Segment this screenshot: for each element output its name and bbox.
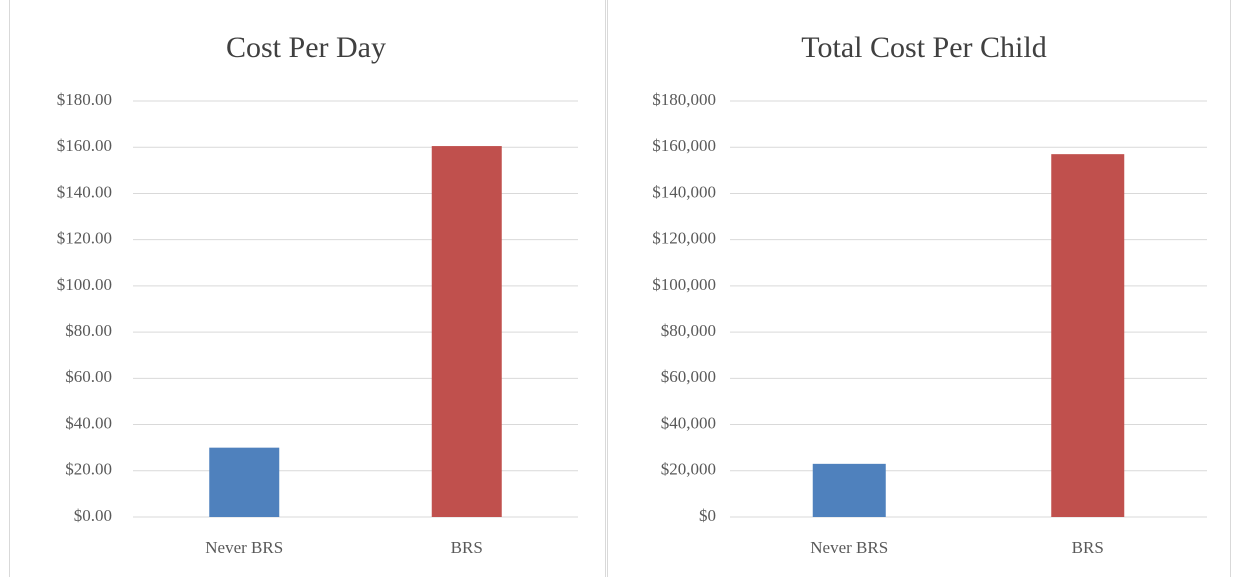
y-tick-label: $140,000 xyxy=(652,182,716,201)
x-tick-label: Never BRS xyxy=(810,538,888,557)
bar xyxy=(812,463,886,517)
y-tick-label: $80.00 xyxy=(65,321,112,340)
x-tick-label: BRS xyxy=(451,538,483,557)
bar xyxy=(1051,154,1125,517)
y-tick-label: $60.00 xyxy=(65,367,112,386)
y-tick-label: $0.00 xyxy=(74,506,112,525)
y-tick-label: $120,000 xyxy=(652,229,716,248)
y-tick-label: $40.00 xyxy=(65,413,112,432)
x-tick-label: BRS xyxy=(1072,538,1104,557)
bar xyxy=(431,146,502,518)
chart-title: Cost Per Day xyxy=(226,31,386,64)
y-tick-label: $180.00 xyxy=(57,90,112,109)
y-tick-label: $100,000 xyxy=(652,275,716,294)
chart-title: Total Cost Per Child xyxy=(801,31,1046,64)
panel-border xyxy=(607,0,1231,577)
y-tick-label: $100.00 xyxy=(57,275,112,294)
y-tick-label: $180,000 xyxy=(652,90,716,109)
y-tick-label: $60,000 xyxy=(661,367,716,386)
x-tick-label: Never BRS xyxy=(205,538,283,557)
y-tick-label: $160.00 xyxy=(57,136,112,155)
y-tick-label: $80,000 xyxy=(661,321,716,340)
panel-border xyxy=(9,0,606,577)
y-tick-label: $140.00 xyxy=(57,182,112,201)
y-tick-label: $20,000 xyxy=(661,460,716,479)
y-tick-label: $120.00 xyxy=(57,229,112,248)
bar xyxy=(209,447,280,517)
y-tick-label: $0 xyxy=(699,506,716,525)
y-tick-label: $160,000 xyxy=(652,136,716,155)
y-tick-label: $20.00 xyxy=(65,460,112,479)
y-tick-label: $40,000 xyxy=(661,413,716,432)
